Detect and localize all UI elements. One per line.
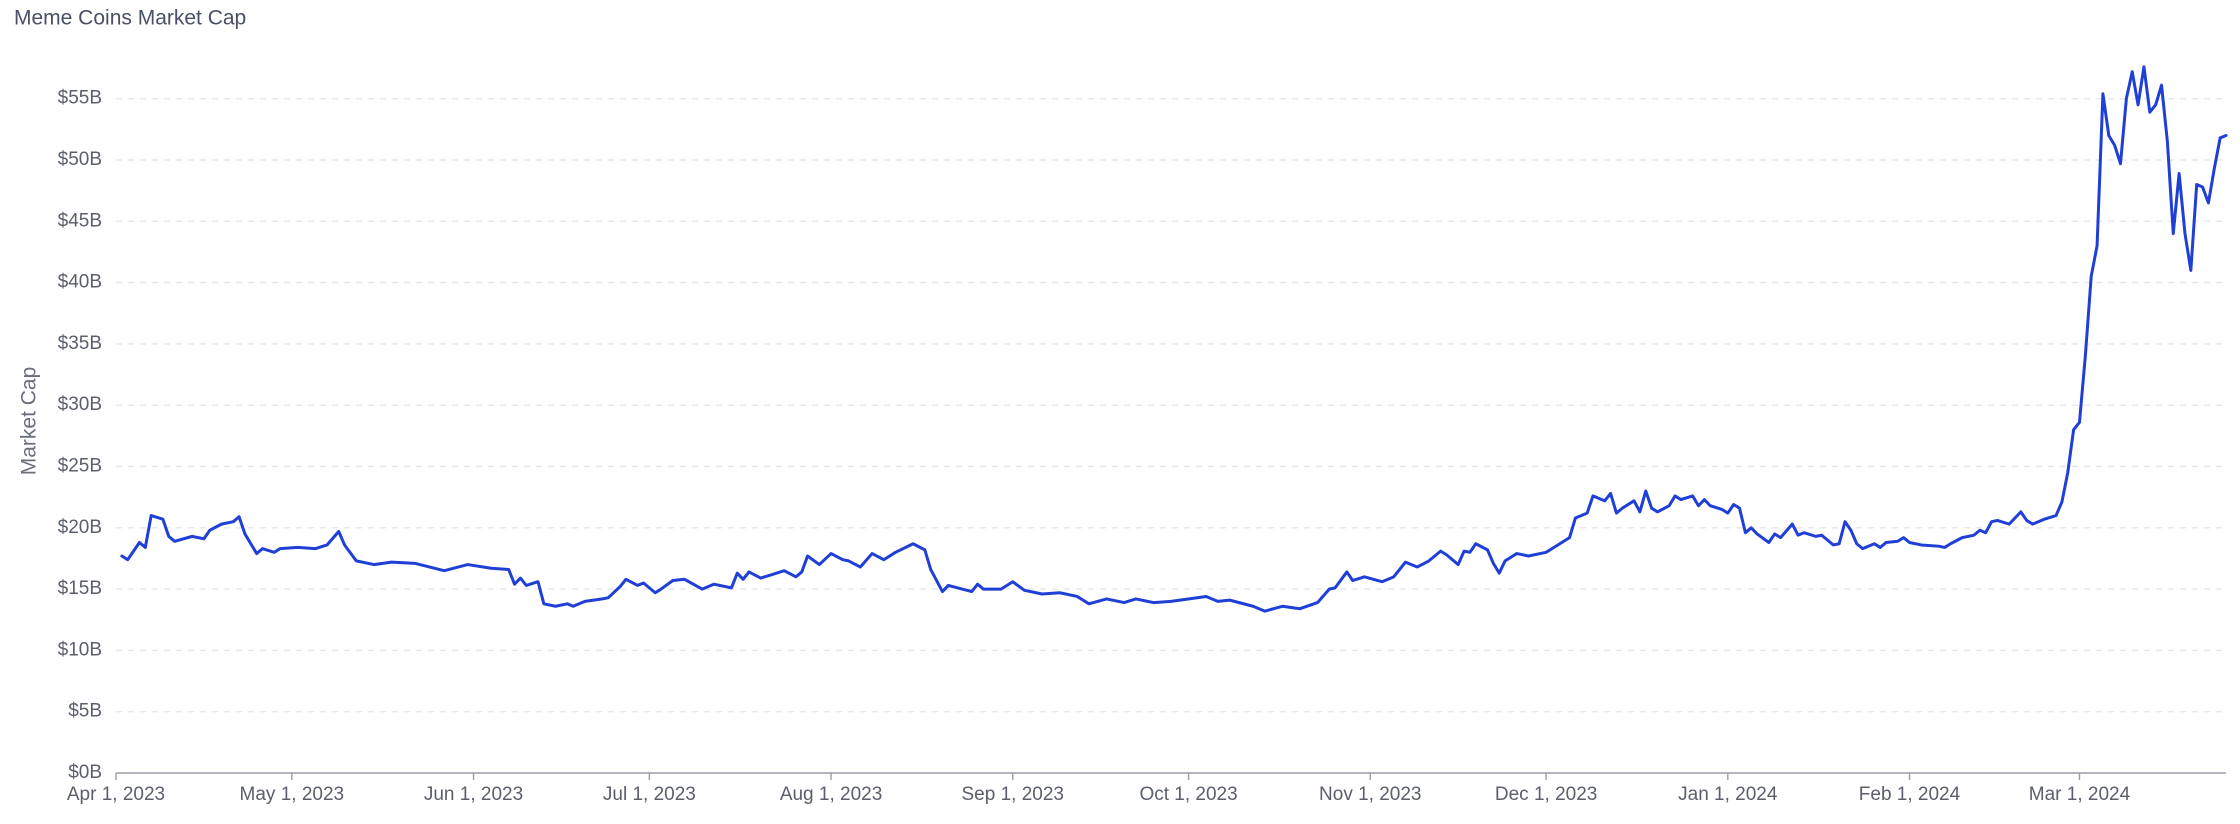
x-tick-label: Jun 1, 2023	[424, 784, 523, 805]
x-tick-label: Aug 1, 2023	[780, 784, 882, 805]
y-tick-label: $20B	[58, 517, 102, 538]
x-tick-label: Jan 1, 2024	[1678, 784, 1778, 805]
data-line	[120, 65, 2228, 613]
y-tick-label: $0B	[68, 762, 102, 783]
x-tick-label: Nov 1, 2023	[1319, 784, 1421, 805]
y-tick-label: $35B	[58, 333, 102, 354]
chart-title: Meme Coins Market Cap	[14, 7, 246, 30]
x-tick-label: May 1, 2023	[240, 784, 345, 805]
x-tick-label: Feb 1, 2024	[1859, 784, 1961, 805]
y-tick-label: $10B	[58, 639, 102, 660]
x-tick-label: Oct 1, 2023	[1139, 784, 1237, 805]
y-axis-label: Market Cap	[18, 367, 41, 476]
y-tick-label: $25B	[58, 456, 102, 477]
y-tick-label: $30B	[58, 394, 102, 415]
y-tick-label: $40B	[58, 272, 102, 293]
y-tick-label: $45B	[58, 210, 102, 231]
y-tick-label: $5B	[68, 701, 102, 722]
x-tick-label: Mar 1, 2024	[2029, 784, 2131, 805]
y-tick-label: $15B	[58, 578, 102, 599]
x-tick-label: Sep 1, 2023	[962, 784, 1064, 805]
y-tick-label: $50B	[58, 149, 102, 170]
x-tick-label: Dec 1, 2023	[1495, 784, 1597, 805]
y-tick-label: $55B	[58, 88, 102, 109]
x-tick-label: Jul 1, 2023	[603, 784, 696, 805]
x-tick-label: Apr 1, 2023	[67, 784, 165, 805]
